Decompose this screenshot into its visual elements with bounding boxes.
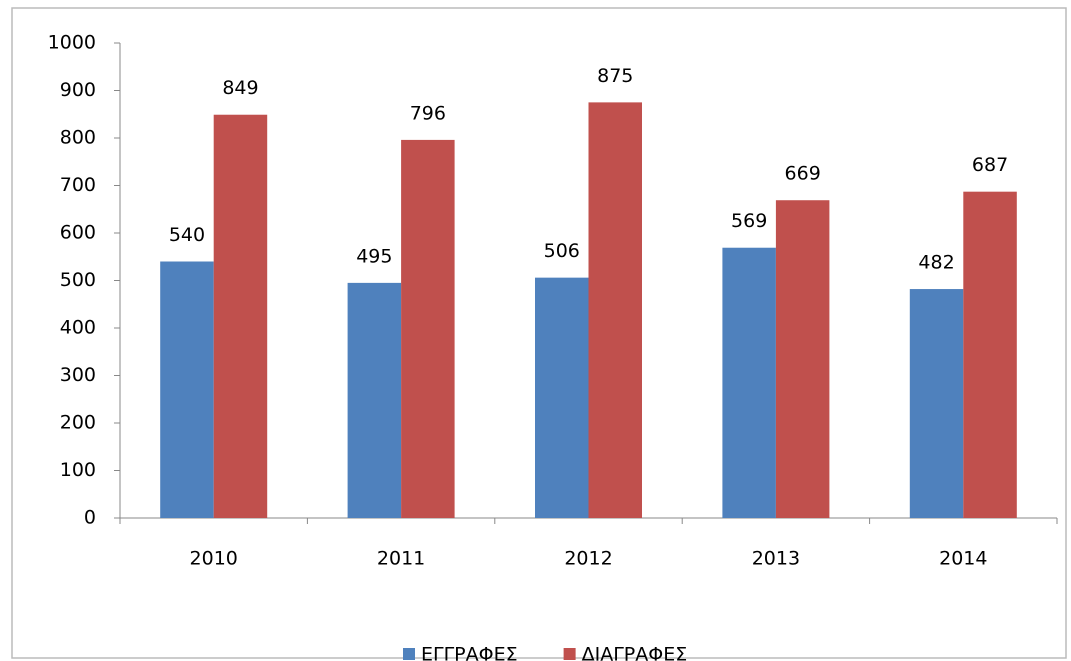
x-tick-label: 2013 (752, 548, 800, 570)
y-tick-label: 0 (84, 507, 96, 529)
y-tick-label: 200 (60, 412, 96, 434)
y-tick-label: 500 (60, 269, 96, 291)
y-tick-label: 400 (60, 317, 96, 339)
bar (160, 261, 214, 518)
bar (588, 102, 642, 518)
y-tick-label: 100 (60, 459, 96, 481)
y-tick-label: 900 (60, 79, 96, 101)
data-label: 875 (597, 65, 633, 87)
y-tick-label: 700 (60, 174, 96, 196)
data-label: 569 (731, 210, 767, 232)
bar (722, 247, 776, 518)
bar (213, 114, 268, 518)
legend-label: ΔΙΑΓΡΑΦΕΣ (582, 644, 688, 661)
data-label: 796 (410, 102, 446, 124)
data-label: 482 (918, 252, 954, 274)
legend-swatch (563, 648, 576, 660)
x-tick-label: 2010 (190, 548, 238, 570)
x-tick-label: 2011 (377, 548, 425, 570)
legend-swatch (403, 648, 415, 660)
bar (401, 139, 455, 518)
chart-frame (11, 7, 1067, 659)
data-label: 687 (972, 154, 1008, 176)
bar (963, 191, 1017, 519)
y-tick-label: 800 (60, 127, 96, 149)
legend-label: ΕΓΓΡΑΦΕΣ (421, 644, 518, 661)
x-tick-label: 2014 (939, 548, 987, 570)
bar (535, 277, 589, 518)
y-tick-label: 1000 (48, 32, 96, 54)
bar (909, 289, 964, 518)
data-label: 506 (544, 240, 580, 262)
data-label: 849 (222, 77, 258, 99)
y-tick-label: 600 (60, 222, 96, 244)
bar (775, 200, 830, 518)
data-label: 495 (356, 245, 392, 267)
y-tick-label: 300 (60, 364, 96, 386)
data-label: 540 (169, 224, 205, 246)
data-label: 669 (785, 163, 821, 185)
bar (347, 282, 402, 518)
x-tick-label: 2012 (564, 548, 612, 570)
